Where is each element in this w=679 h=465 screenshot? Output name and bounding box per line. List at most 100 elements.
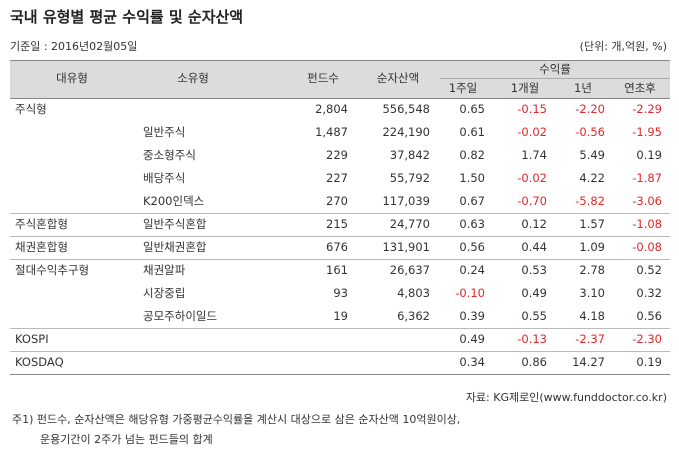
sub-type: K200인덱스 <box>143 194 205 208</box>
row-divider <box>10 236 670 237</box>
return: 0.49 <box>459 332 485 346</box>
net-assets: 117,039 <box>382 194 430 208</box>
date: 기준일 : 2016년02월05일 <box>10 40 138 53</box>
net-assets: 55,792 <box>389 171 430 185</box>
group-name: KOSDAQ <box>15 355 64 369</box>
row-divider <box>10 328 670 329</box>
return: 1.50 <box>459 171 485 185</box>
fund-count: 227 <box>326 171 348 185</box>
return: -1.08 <box>632 217 662 231</box>
return: 0.67 <box>459 194 485 208</box>
title: 국내 유형별 평균 수익률 및 순자산액 <box>10 8 244 26</box>
return: 1.09 <box>579 240 605 254</box>
column-header: 1주일 <box>448 81 478 95</box>
return: 0.34 <box>459 355 485 369</box>
sub-type: 일반채권혼합 <box>143 240 207 254</box>
return: 4.22 <box>579 171 605 185</box>
return: 0.53 <box>521 263 547 277</box>
return: -0.70 <box>517 194 547 208</box>
sub-type: 일반주식혼합 <box>143 217 207 231</box>
return: -0.02 <box>517 171 547 185</box>
return: -0.15 <box>517 102 547 116</box>
return: 1.57 <box>579 217 605 231</box>
return: 2.78 <box>579 263 605 277</box>
return: -1.95 <box>632 125 662 139</box>
return: 0.44 <box>521 240 547 254</box>
fund-count: 161 <box>326 263 348 277</box>
row-divider <box>10 259 670 260</box>
return: 0.61 <box>459 125 485 139</box>
sub-type: 시장중립 <box>143 286 186 300</box>
column-header: 순자산액 <box>376 71 420 85</box>
net-assets: 224,190 <box>382 125 430 139</box>
note: 운용기간이 2주가 넘는 펀드들의 합계 <box>40 433 213 446</box>
row-divider <box>10 213 670 214</box>
fund-count: 19 <box>333 309 348 323</box>
table-bottom <box>10 374 670 375</box>
return: 0.52 <box>636 263 662 277</box>
sub-type: 공모주하이일드 <box>143 309 218 323</box>
return: 0.12 <box>521 217 547 231</box>
header-divider <box>440 78 670 79</box>
return: -2.29 <box>632 102 662 116</box>
group-name: 주식혼합형 <box>15 217 68 231</box>
return: 0.56 <box>636 309 662 323</box>
net-assets: 37,842 <box>389 148 430 162</box>
sub-type: 중소형주식 <box>143 148 196 162</box>
group-name: 절대수익추구형 <box>15 263 90 277</box>
column-header: 수익률 <box>539 62 571 76</box>
column-header: 대유형 <box>56 71 88 85</box>
sub-type: 채권알파 <box>143 263 186 277</box>
return: -1.87 <box>632 171 662 185</box>
net-assets: 6,362 <box>397 309 430 323</box>
fund-count: 2,804 <box>315 102 348 116</box>
note: 주1) 펀드수, 순자산액은 해당유형 가중평균수익률을 계산시 대상으로 삼은… <box>12 413 461 426</box>
fund-count: 215 <box>326 217 348 231</box>
header-bg <box>10 60 670 99</box>
column-header: 펀드수 <box>307 71 339 85</box>
return: 0.82 <box>459 148 485 162</box>
return: 1.74 <box>521 148 547 162</box>
return: 0.86 <box>521 355 547 369</box>
return: -2.20 <box>575 102 605 116</box>
column-header: 1년 <box>574 81 592 95</box>
sub-type: 배당주식 <box>143 171 186 185</box>
return: -2.37 <box>575 332 605 346</box>
group-name: KOSPI <box>15 332 49 346</box>
return: -0.08 <box>632 240 662 254</box>
return: 0.24 <box>459 263 485 277</box>
fund-count: 270 <box>326 194 348 208</box>
return: -0.56 <box>575 125 605 139</box>
column-header: 연초후 <box>624 81 656 95</box>
net-assets: 24,770 <box>389 217 430 231</box>
row-divider <box>10 351 670 352</box>
return: 0.19 <box>636 148 662 162</box>
net-assets: 26,637 <box>389 263 430 277</box>
return: -0.13 <box>517 332 547 346</box>
return: -0.10 <box>455 286 485 300</box>
return: 0.56 <box>459 240 485 254</box>
return: 5.49 <box>579 148 605 162</box>
return: 0.65 <box>459 102 485 116</box>
net-assets: 131,901 <box>382 240 430 254</box>
return: 0.49 <box>521 286 547 300</box>
return: -0.02 <box>517 125 547 139</box>
return: -3.06 <box>632 194 662 208</box>
column-header: 1개월 <box>510 81 540 95</box>
return: 0.32 <box>636 286 662 300</box>
fund-count: 1,487 <box>315 125 348 139</box>
return: 0.55 <box>521 309 547 323</box>
return: -5.82 <box>575 194 605 208</box>
net-assets: 4,803 <box>397 286 430 300</box>
return: -2.30 <box>632 332 662 346</box>
fund-count: 93 <box>333 286 348 300</box>
group-name: 채권혼합형 <box>15 240 68 254</box>
return: 0.19 <box>636 355 662 369</box>
column-header: 소유형 <box>177 71 209 85</box>
net-assets: 556,548 <box>382 102 430 116</box>
return: 14.27 <box>572 355 605 369</box>
return: 4.18 <box>579 309 605 323</box>
fund-count: 676 <box>326 240 348 254</box>
sub-type: 일반주식 <box>143 125 186 139</box>
